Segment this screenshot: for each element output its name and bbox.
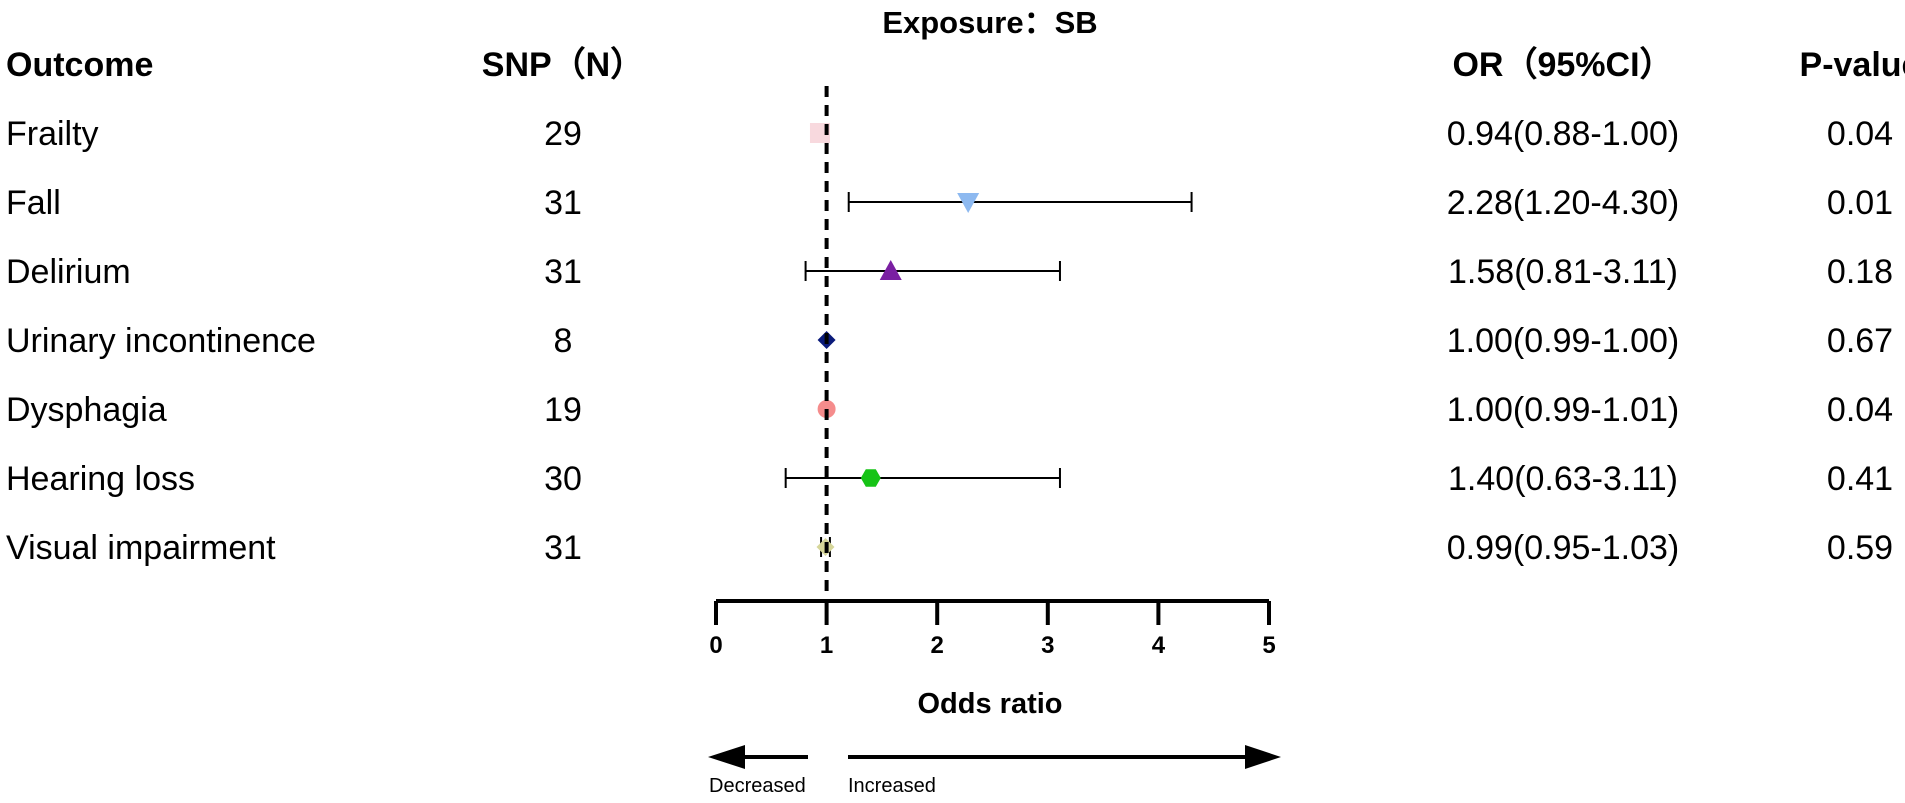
decreased-label: Decreased <box>709 775 806 797</box>
row-p-value: 0.59 <box>1827 529 1893 567</box>
row-outcome-label: Fall <box>6 184 61 222</box>
row-or-ci: 0.99(0.95-1.03) <box>1447 529 1680 567</box>
row-outcome-label: Urinary incontinence <box>6 322 316 360</box>
x-tick-label: 5 <box>1262 632 1275 659</box>
header-or-ci: OR（95%CI） <box>1452 45 1673 84</box>
row-p-value: 0.67 <box>1827 322 1893 360</box>
point-marker-triangle-up <box>879 260 902 280</box>
forest-row: Hearing loss 30 1.40(0.63-3.11) 0.41 <box>6 460 1893 498</box>
row-snp-count: 29 <box>544 115 582 153</box>
row-or-ci: 1.00(0.99-1.00) <box>1447 322 1680 360</box>
row-or-ci: 0.94(0.88-1.00) <box>1447 115 1680 153</box>
header-p-value: P-value <box>1800 46 1905 84</box>
point-marker-triangle-down <box>957 193 980 213</box>
decreased-arrow <box>708 745 808 769</box>
forest-row: Dysphagia 19 1.00(0.99-1.01) 0.04 <box>6 391 1893 429</box>
row-snp-count: 31 <box>544 529 582 567</box>
row-outcome-label: Dysphagia <box>6 391 167 429</box>
row-p-value: 0.01 <box>1827 184 1893 222</box>
row-outcome-label: Hearing loss <box>6 460 195 498</box>
row-outcome-label: Delirium <box>6 253 131 291</box>
x-tick-label: 2 <box>931 632 944 659</box>
row-outcome-label: Frailty <box>6 115 99 153</box>
row-or-ci: 1.00(0.99-1.01) <box>1447 391 1680 429</box>
x-tick-label: 0 <box>709 632 722 659</box>
forest-row: Urinary incontinence 8 1.00(0.99-1.00) 0.67 <box>6 322 1893 360</box>
row-or-ci: 1.40(0.63-3.11) <box>1448 460 1678 498</box>
x-tick-label: 1 <box>820 632 833 659</box>
row-or-ci: 1.58(0.81-3.11) <box>1448 253 1678 291</box>
header-snp: SNP（N） <box>482 45 644 84</box>
row-p-value: 0.04 <box>1827 391 1893 429</box>
forest-row: Visual impairment 31 0.99(0.95-1.03) 0.59 <box>6 529 1893 567</box>
forest-row: Fall 31 2.28(1.20-4.30) 0.01 <box>6 184 1893 222</box>
row-snp-count: 31 <box>544 184 582 222</box>
header-outcome: Outcome <box>6 46 153 84</box>
x-axis: 0 1 2 3 4 5 <box>709 599 1276 659</box>
row-snp-count: 8 <box>554 322 573 360</box>
forest-rows: Frailty 29 0.94(0.88-1.00) 0.04 Fall 31 2.28(1… <box>6 115 1893 567</box>
x-axis-label: Odds ratio <box>917 688 1062 720</box>
point-marker-hexagon <box>860 469 881 487</box>
forest-row: Frailty 29 0.94(0.88-1.00) 0.04 <box>6 115 1893 153</box>
row-p-value: 0.41 <box>1827 460 1893 498</box>
x-tick-label: 4 <box>1152 632 1166 659</box>
row-snp-count: 19 <box>544 391 582 429</box>
row-snp-count: 31 <box>544 253 582 291</box>
increased-arrow <box>848 745 1281 769</box>
row-p-value: 0.18 <box>1827 253 1893 291</box>
row-p-value: 0.04 <box>1827 115 1893 153</box>
row-outcome-label: Visual impairment <box>6 529 276 567</box>
row-or-ci: 2.28(1.20-4.30) <box>1447 184 1680 222</box>
increased-label: Increased <box>848 775 936 797</box>
forest-row: Delirium 31 1.58(0.81-3.11) 0.18 <box>6 253 1893 291</box>
x-tick-label: 3 <box>1041 632 1054 659</box>
row-snp-count: 30 <box>544 460 582 498</box>
chart-title: Exposure：SB <box>882 5 1097 40</box>
